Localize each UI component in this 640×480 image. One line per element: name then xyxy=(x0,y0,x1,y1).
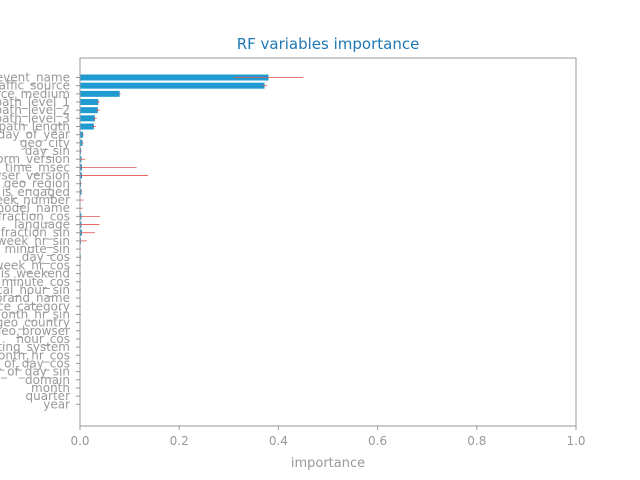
plot-frame xyxy=(79,57,577,427)
x-tick-label: 1.0 xyxy=(566,434,585,448)
y-tick-label: week_number xyxy=(0,193,70,207)
y-tick-label: time_msec xyxy=(5,160,70,174)
chart-title: RF variables importance xyxy=(237,35,420,53)
y-tick-label: event_name xyxy=(0,71,70,85)
x-tick-label: 0.2 xyxy=(170,434,189,448)
y-tick-label: minute_sin xyxy=(4,242,70,256)
y-tick-label: traffic_source xyxy=(0,79,70,93)
y-tick-label: day_of_year xyxy=(0,128,70,142)
bar-geo_city xyxy=(80,139,83,146)
bars-group xyxy=(80,74,269,400)
y-tick-label: domain xyxy=(25,373,70,387)
bar-path_level_3 xyxy=(80,115,95,122)
y-tick-label: source_medium xyxy=(0,87,70,101)
y-tick-label: month_hr_sin xyxy=(0,307,70,321)
x-tick-label: 0.4 xyxy=(269,434,288,448)
y-tick-label: operating_system xyxy=(0,340,70,354)
bar-event_name xyxy=(80,74,269,81)
y-tick-label: brand_name xyxy=(0,291,70,305)
y-tick-label: hour_of_day_cos xyxy=(0,356,70,370)
y-tick-label: platform_version xyxy=(0,152,70,166)
x-tick-label: 0.0 xyxy=(70,434,89,448)
y-tick-label: month xyxy=(31,381,70,395)
bar-path_level_1 xyxy=(80,99,99,106)
y-tick-label: geo_city xyxy=(20,136,70,150)
y-tick-label: fraction_sin xyxy=(1,226,70,240)
y-tick-label: language xyxy=(14,218,70,232)
y-tick-label: fraction_cos xyxy=(0,209,70,223)
y-tick-label: year xyxy=(43,397,70,411)
y-tick-label: week_hr_sin xyxy=(0,234,70,248)
y-tick-label: path_level_1 xyxy=(0,95,70,109)
bar-path_level_2 xyxy=(80,107,98,114)
x-tick-label: 0.6 xyxy=(368,434,387,448)
bar-traffic_source xyxy=(80,82,265,89)
y-tick-label: minute_cos xyxy=(1,275,70,289)
y-tick-label: hour_of_day_sin xyxy=(0,365,70,379)
y-tick-label: geo_region xyxy=(4,177,70,191)
y-tick-label: week_hr_cos xyxy=(0,258,70,272)
y-tick-label: quarter xyxy=(25,389,70,403)
y-tick-label: local_hour_sin xyxy=(0,283,70,297)
bar-source_medium xyxy=(80,90,120,97)
x-tick-labels: 0.0 0.2 0.4 0.6 0.8 1.0 xyxy=(70,426,586,448)
y-tick-label: day_cos xyxy=(22,250,70,264)
y-tick-label: path_length xyxy=(0,120,70,134)
y-tick-label: month_hr_cos xyxy=(0,348,70,362)
y-tick-label: day_sin xyxy=(25,144,70,158)
y-tick-label: geo_browser xyxy=(0,324,70,338)
y-tick-label: path_level_2 xyxy=(0,103,70,117)
y-tick-label: browser_version xyxy=(0,169,70,183)
y-tick-label: path_level_3 xyxy=(0,111,70,125)
y-tick-label: hour_cos xyxy=(16,332,70,346)
error-bars-group xyxy=(80,77,304,397)
y-tick-label: geo_country xyxy=(0,316,70,330)
bar-day_of_year xyxy=(80,131,83,138)
y-tick-label: is_weekend xyxy=(1,267,70,281)
y-tick-labels: event_nametraffic_sourcesource_mediumpat… xyxy=(0,71,80,411)
y-tick-label: is_engaged xyxy=(2,185,70,199)
y-tick-label: device_model_name xyxy=(0,201,70,215)
y-tick-label: device_category xyxy=(0,299,70,313)
x-tick-label: 0.8 xyxy=(467,434,486,448)
bar-path_length xyxy=(80,123,94,130)
x-axis-label: importance xyxy=(291,456,365,471)
